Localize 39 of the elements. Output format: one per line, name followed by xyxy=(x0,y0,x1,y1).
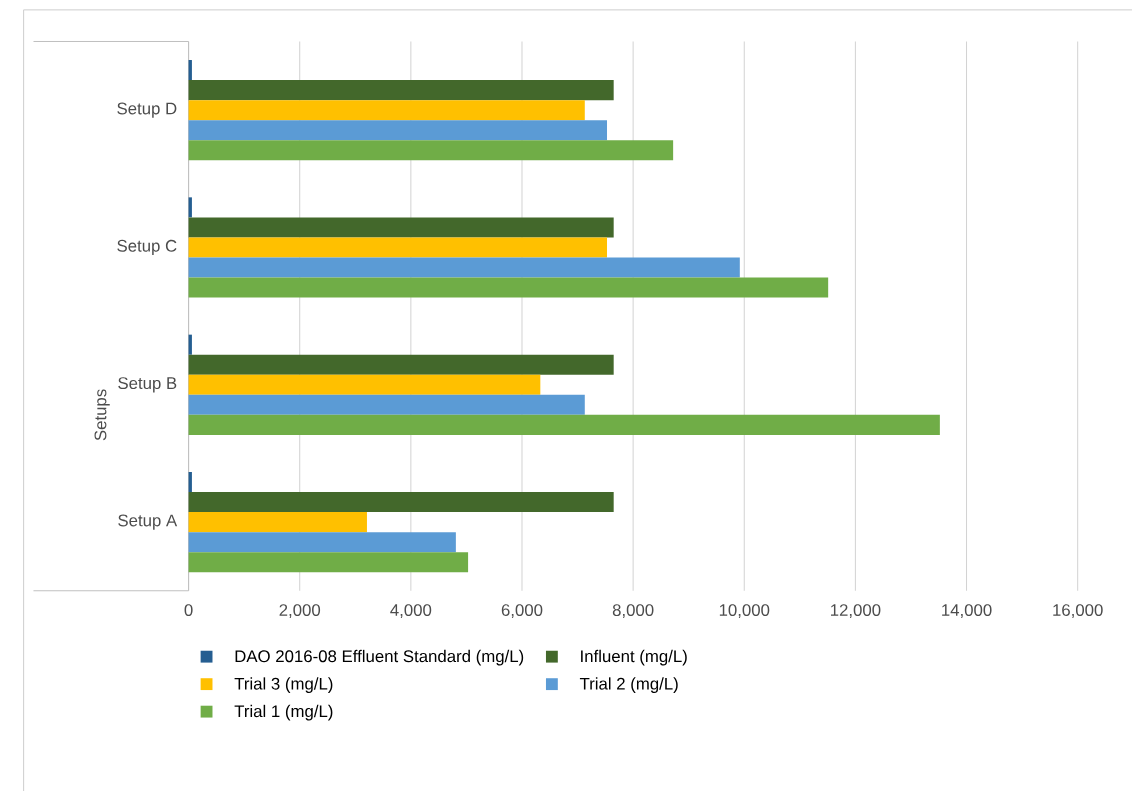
x-tick-label: 14,000 xyxy=(942,603,992,618)
x-tick-label: 12,000 xyxy=(831,603,881,618)
bar xyxy=(188,491,614,512)
bar xyxy=(188,471,192,492)
legend-label: DAO 2016-08 Effluent Standard (mg/L) xyxy=(235,649,524,666)
x-tick-label: 16,000 xyxy=(1053,603,1103,618)
bar xyxy=(188,59,192,80)
y-tick-label: Setup B xyxy=(118,377,177,393)
bar xyxy=(188,217,614,238)
x-tick-label: 4,000 xyxy=(390,603,432,618)
y-tick-label: Setup C xyxy=(117,239,177,255)
legend-label: Influent (mg/L) xyxy=(581,649,687,666)
bar xyxy=(188,394,585,415)
bar xyxy=(188,531,456,553)
bar xyxy=(188,99,585,121)
bar xyxy=(188,334,192,355)
x-tick-label: 0 xyxy=(184,603,193,616)
x-tick-label: 2,000 xyxy=(279,603,321,618)
x-tick-label: 6,000 xyxy=(501,603,543,618)
bar xyxy=(188,79,614,100)
legend-label: Trial 1 (mg/L) xyxy=(234,704,333,721)
bar xyxy=(188,511,367,532)
bar xyxy=(188,354,614,375)
x-tick-label: 10,000 xyxy=(719,603,770,618)
bar xyxy=(188,257,740,278)
bar xyxy=(188,197,192,218)
bar xyxy=(188,552,469,573)
bar xyxy=(188,277,829,298)
bar xyxy=(188,237,608,258)
legend-label: Trial 2 (mg/L) xyxy=(579,677,678,693)
bar xyxy=(188,120,608,141)
legend-label: Trial 3 (mg/L) xyxy=(234,677,333,693)
y-axis-title: Setups xyxy=(94,389,110,441)
x-tick-label: 8,000 xyxy=(612,603,654,618)
bar xyxy=(188,140,674,161)
y-tick-label: Setup D xyxy=(117,102,177,118)
bar xyxy=(188,374,541,395)
y-tick-label: Setup A xyxy=(118,514,178,530)
bar xyxy=(188,414,940,435)
